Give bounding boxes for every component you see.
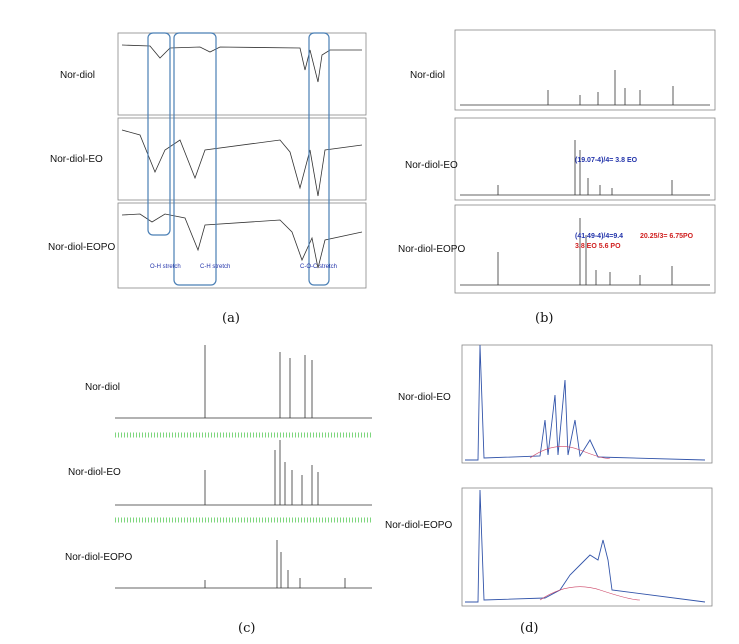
sample-label: Nor-diol-EOPO [48,242,115,253]
caption: (c) [238,621,255,636]
annotation: C-H stretch [200,264,230,270]
sample-label: Nor-diol [85,382,120,393]
sample-label: Nor-diol [410,70,445,81]
chromatogram-frame [461,344,713,464]
spectrum [460,140,710,196]
sample-label: Nor-diol-EO [50,154,103,165]
spectrum [460,218,710,286]
sample-label: Nor-diol-EOPO [398,244,465,255]
sample-label: Nor-diol-EO [398,392,451,403]
highlight-box [147,32,171,236]
spectrum-frame [117,32,367,116]
annotation: O-H stretch [150,264,181,270]
annotation: 20.25/3= 6.75PO [640,233,694,240]
panel-c: Nor-diol Nor-diol-EO Nor-diol-EOPO (c) [65,345,372,636]
chromatogram [529,446,611,459]
spectrum-frame [454,29,716,111]
sample-label: Nor-diol-EOPO [65,552,132,563]
spectrum [121,213,363,269]
annotation: (19.07-4)/4= 3.8 EO [575,157,638,164]
annotation: 3.8 EO 5.6 PO [575,243,621,250]
spectrum [460,70,710,106]
spectrum [121,129,363,197]
annotation: C-O-C stretch [300,264,337,270]
spectrum [115,540,372,589]
spectrum [115,345,372,419]
spectrum [115,440,372,506]
caption: (a) [222,311,240,326]
panel-b: Nor-diol Nor-diol-EO Nor-diol-EOPO (19.0… [398,29,716,326]
caption: (d) [520,621,538,636]
chromatogram [465,344,706,461]
annotation: (41.49-4)/4=9.4 [575,233,623,240]
chromatogram-frame [461,487,713,607]
spectrum-frame [117,117,367,201]
panel-a: Nor-diol Nor-diol-EO Nor-diol-EOPO O-H s… [48,32,367,326]
sample-label: Nor-diol [60,70,95,81]
highlight-box [173,32,217,286]
caption: (b) [535,311,553,326]
spectrum [121,44,362,83]
sample-label: Nor-diol-EO [68,467,121,478]
sample-label: Nor-diol-EO [405,160,458,171]
chromatogram [539,586,641,601]
highlight-box [308,32,330,286]
sample-label: Nor-diol-EOPO [385,520,452,531]
panel-d: Nor-diol-EO Nor-diol-EOPO (d) [385,344,713,636]
chromatogram [465,489,706,603]
